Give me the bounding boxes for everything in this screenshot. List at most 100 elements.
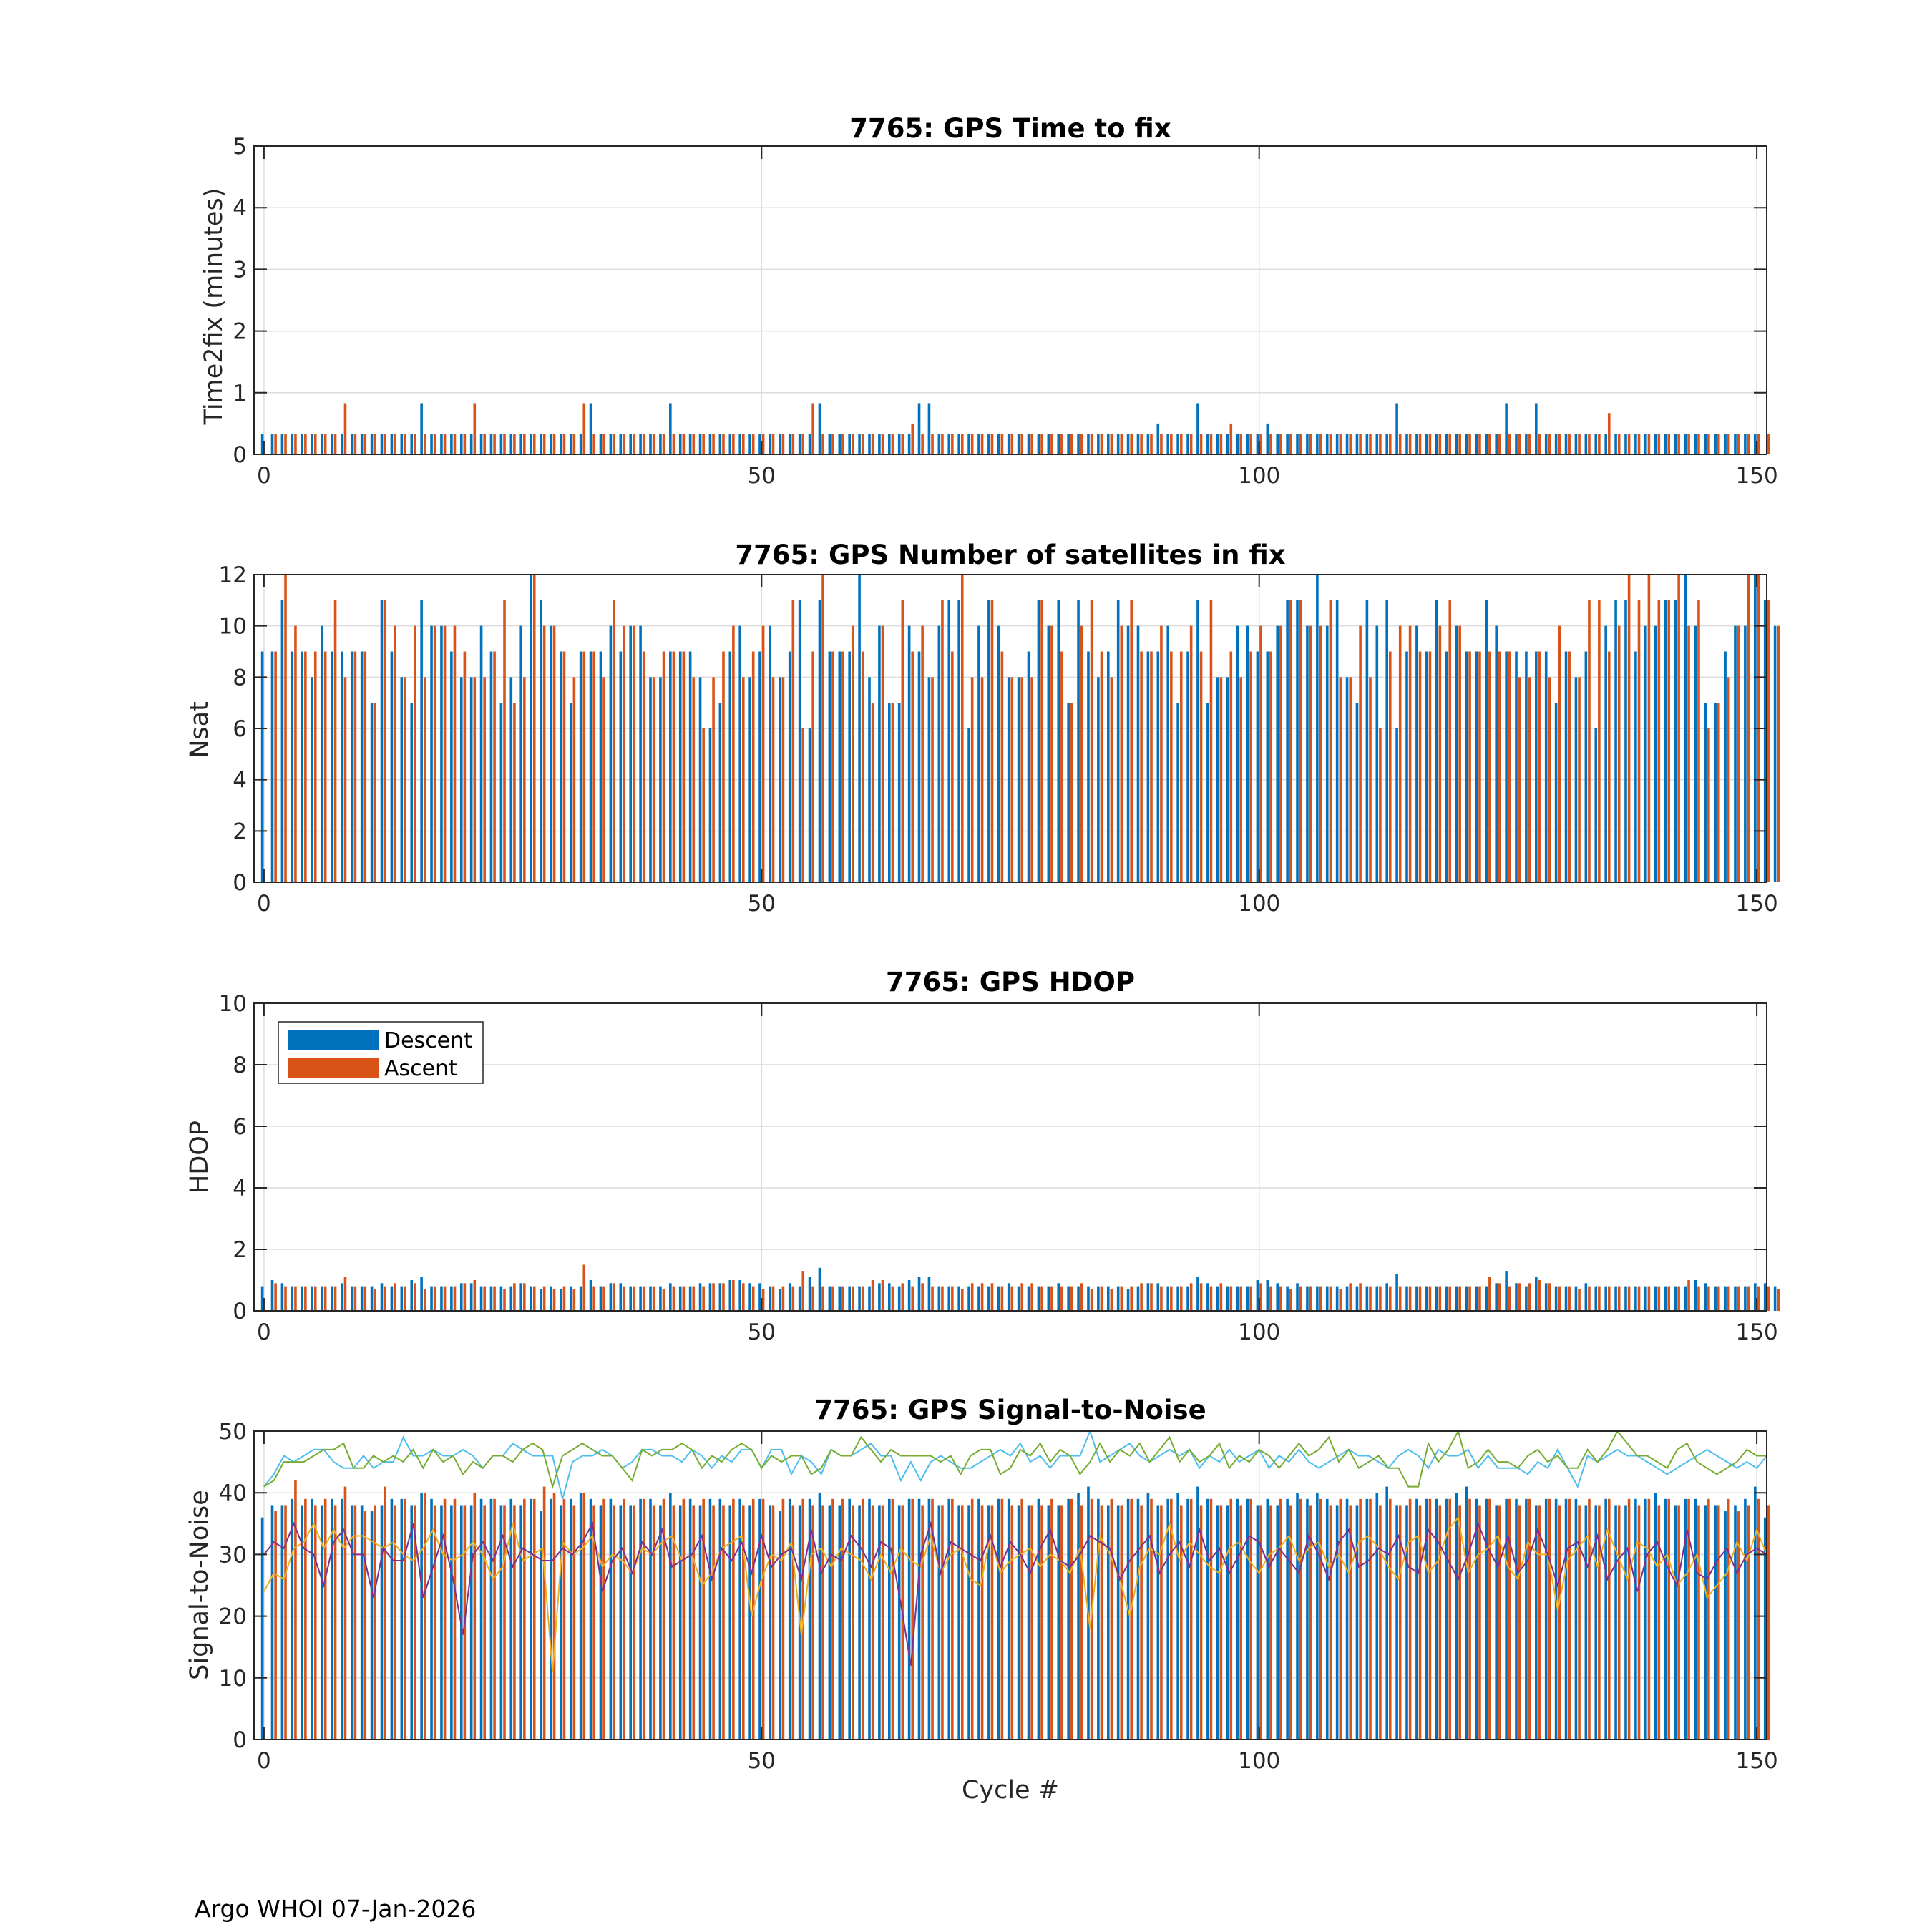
ascent-bar-151 bbox=[1767, 600, 1770, 882]
descent-bar-78 bbox=[1037, 1498, 1040, 1740]
ascent-bar-88 bbox=[1140, 1283, 1143, 1311]
descent-bar-5 bbox=[311, 1498, 313, 1740]
ascent-bar-5 bbox=[313, 434, 317, 454]
descent-bar-119 bbox=[1445, 651, 1448, 882]
ascent-bar-76 bbox=[1020, 434, 1024, 454]
descent-bar-54 bbox=[798, 434, 801, 454]
descent-bar-130 bbox=[1554, 434, 1558, 454]
ascent-bar-108 bbox=[1339, 434, 1342, 454]
ascent-bar-81 bbox=[1070, 703, 1073, 882]
ascent-bar-115 bbox=[1408, 1498, 1412, 1740]
ascent-bar-148 bbox=[1737, 434, 1740, 454]
descent-bar-38 bbox=[639, 434, 642, 454]
ascent-bar-144 bbox=[1697, 434, 1700, 454]
ascent-bar-58 bbox=[841, 651, 844, 882]
descent-bar-24 bbox=[499, 434, 503, 454]
ascent-bar-105 bbox=[1309, 434, 1312, 454]
ascent-bar-3 bbox=[294, 625, 297, 882]
descent-bar-149 bbox=[1744, 625, 1747, 882]
ascent-bar-102 bbox=[1279, 434, 1282, 454]
ascent-bar-123 bbox=[1488, 651, 1491, 882]
ascent-bar-16 bbox=[423, 1493, 426, 1740]
descent-bar-45 bbox=[708, 1498, 712, 1740]
descent-bar-44 bbox=[698, 677, 702, 882]
ascent-bar-114 bbox=[1398, 1505, 1402, 1740]
ascent-bar-136 bbox=[1617, 1286, 1621, 1311]
descent-bar-41 bbox=[669, 1283, 672, 1311]
ascent-bar-124 bbox=[1498, 651, 1501, 882]
ascent-bar-41 bbox=[672, 1286, 675, 1311]
descent-bar-152 bbox=[1773, 625, 1777, 882]
descent-bar-143 bbox=[1684, 1498, 1687, 1740]
descent-bar-41 bbox=[669, 403, 672, 454]
ascent-bar-24 bbox=[503, 434, 506, 454]
descent-bar-110 bbox=[1355, 434, 1359, 454]
ascent-bar-141 bbox=[1667, 600, 1671, 882]
ascent-bar-34 bbox=[602, 1286, 605, 1311]
descent-bar-113 bbox=[1385, 1283, 1388, 1311]
descent-bar-123 bbox=[1485, 1498, 1488, 1740]
x-tick-label: 0 bbox=[257, 891, 271, 917]
descent-bar-139 bbox=[1644, 1286, 1647, 1311]
descent-bar-65 bbox=[907, 625, 911, 882]
descent-bar-27 bbox=[530, 575, 532, 882]
descent-bar-56 bbox=[818, 1267, 821, 1311]
descent-bar-50 bbox=[758, 1283, 761, 1311]
ascent-bar-80 bbox=[1060, 434, 1063, 454]
descent-bar-78 bbox=[1037, 600, 1040, 882]
y-tick-label: 20 bbox=[219, 1604, 247, 1630]
descent-bar-102 bbox=[1276, 625, 1279, 882]
descent-bar-130 bbox=[1554, 1498, 1558, 1740]
descent-bar-74 bbox=[997, 434, 1000, 454]
ascent-bar-86 bbox=[1120, 1286, 1123, 1311]
descent-bar-72 bbox=[977, 434, 980, 454]
descent-bar-81 bbox=[1067, 703, 1070, 882]
descent-bar-140 bbox=[1654, 625, 1657, 882]
ascent-bar-7 bbox=[333, 1505, 337, 1740]
descent-bar-78 bbox=[1037, 1286, 1040, 1311]
descent-bar-29 bbox=[550, 434, 552, 454]
ascent-bar-121 bbox=[1468, 651, 1471, 882]
descent-bar-136 bbox=[1614, 600, 1617, 882]
descent-bar-36 bbox=[619, 651, 623, 882]
descent-bar-42 bbox=[678, 1286, 682, 1311]
descent-bar-92 bbox=[1176, 703, 1179, 882]
ascent-bar-146 bbox=[1717, 1286, 1720, 1311]
ascent-bar-106 bbox=[1319, 434, 1322, 454]
descent-bar-0 bbox=[260, 1517, 264, 1740]
ascent-bar-123 bbox=[1488, 1277, 1491, 1311]
ascent-bar-135 bbox=[1607, 1286, 1611, 1311]
descent-bar-10 bbox=[360, 1286, 364, 1311]
ascent-bar-48 bbox=[741, 677, 745, 882]
ascent-bar-69 bbox=[951, 1286, 954, 1311]
plot-area bbox=[254, 146, 1767, 454]
ascent-bar-29 bbox=[552, 625, 556, 882]
ascent-bar-41 bbox=[672, 651, 675, 882]
ascent-bar-128 bbox=[1538, 1280, 1541, 1311]
chart-title: 7765: GPS Number of satellites in fix bbox=[735, 540, 1285, 570]
ascent-bar-110 bbox=[1359, 1498, 1362, 1740]
descent-bar-82 bbox=[1077, 434, 1080, 454]
ascent-bar-130 bbox=[1558, 434, 1561, 454]
descent-bar-142 bbox=[1674, 600, 1677, 882]
descent-bar-28 bbox=[540, 600, 542, 882]
ascent-bar-1 bbox=[274, 1511, 277, 1740]
ascent-bar-39 bbox=[652, 434, 655, 454]
snr-line-4 bbox=[263, 1521, 1767, 1666]
ascent-bar-4 bbox=[304, 1498, 307, 1740]
ascent-bar-40 bbox=[662, 1289, 665, 1311]
ascent-bar-33 bbox=[592, 651, 595, 882]
descent-bar-8 bbox=[341, 1283, 343, 1311]
descent-bar-23 bbox=[489, 434, 493, 454]
ascent-bar-107 bbox=[1329, 1505, 1332, 1740]
descent-bar-102 bbox=[1276, 1283, 1279, 1311]
descent-bar-108 bbox=[1335, 434, 1339, 454]
ascent-bar-55 bbox=[811, 403, 814, 454]
descent-bar-31 bbox=[569, 703, 572, 882]
descent-bar-83 bbox=[1087, 434, 1090, 454]
descent-bar-135 bbox=[1604, 1286, 1607, 1311]
ascent-bar-11 bbox=[374, 703, 376, 882]
ascent-bar-103 bbox=[1289, 600, 1292, 882]
legend: Descent Ascent bbox=[278, 1021, 484, 1084]
descent-bar-93 bbox=[1186, 651, 1189, 882]
